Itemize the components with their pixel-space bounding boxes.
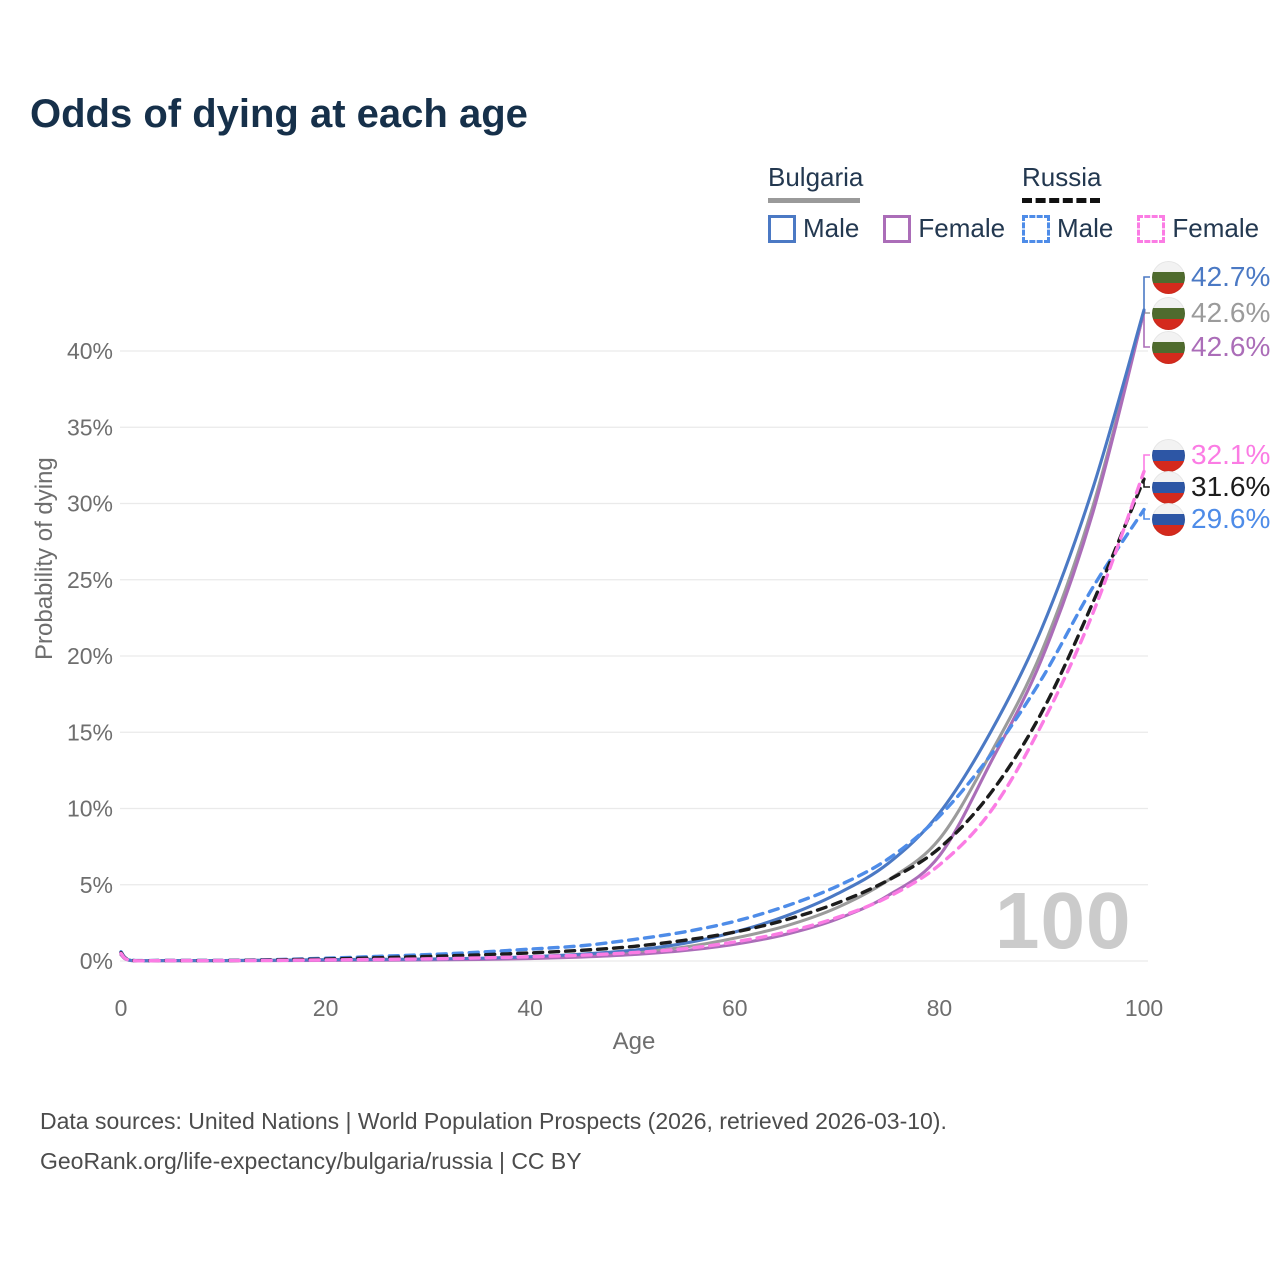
- end-label-bulgaria-male: 42.7%: [1152, 260, 1270, 294]
- legend-group-russia: Russia Male Female: [1022, 162, 1259, 244]
- value-label: 31.6%: [1191, 471, 1271, 502]
- legend-item-bulgaria-male[interactable]: Male: [768, 213, 859, 244]
- series-line-bulgaria-male: [119, 308, 1146, 963]
- value-label: 42.6%: [1191, 297, 1271, 328]
- legend-group-bulgaria: Bulgaria Male Female: [768, 162, 1005, 244]
- y-axis-title: Probability of dying: [31, 457, 58, 660]
- end-label-bulgaria-total: 42.6%: [1152, 296, 1270, 330]
- x-tick-label: 100: [1125, 995, 1163, 1021]
- bulgaria-flag-icon: [1152, 260, 1185, 294]
- russia-male-swatch-icon: [1022, 214, 1050, 243]
- legend-item-bulgaria-female[interactable]: Female: [883, 213, 1005, 244]
- attribution-note: GeoRank.org/life-expectancy/bulgaria/rus…: [40, 1148, 582, 1174]
- x-tick-label: 20: [313, 995, 339, 1021]
- y-tick-label: 10%: [67, 796, 113, 822]
- value-label: 42.7%: [1191, 261, 1271, 292]
- end-label-russia-male: 29.6%: [1152, 502, 1270, 536]
- x-tick-label: 60: [722, 995, 748, 1021]
- leader-line: [1143, 509, 1150, 520]
- age-counter-watermark: 100: [995, 876, 1132, 965]
- y-tick-label: 20%: [67, 643, 113, 669]
- leader-line: [1143, 276, 1150, 310]
- bulgaria-male-swatch-icon: [768, 214, 796, 243]
- bulgaria-solid-line-sample: [768, 198, 860, 203]
- legend-item-russia-female[interactable]: Female: [1137, 213, 1259, 244]
- series-line-bulgaria-female: [119, 309, 1146, 963]
- x-tick-label: 80: [927, 995, 953, 1021]
- legend-country-russia: Russia: [1022, 162, 1102, 192]
- end-label-russia-total: 31.6%: [1152, 470, 1270, 504]
- end-label-bulgaria-female: 42.6%: [1152, 330, 1270, 364]
- russia-dashed-line-sample: [1022, 198, 1100, 203]
- y-tick-label: 35%: [67, 414, 113, 440]
- y-tick-label: 40%: [67, 338, 113, 364]
- legend-label: Female: [918, 213, 1006, 243]
- legend-label: Male: [1057, 213, 1114, 243]
- y-tick-label: 15%: [67, 719, 113, 745]
- bulgaria-flag-icon: [1152, 330, 1185, 364]
- legend-country-bulgaria: Bulgaria: [768, 162, 864, 192]
- leader-line: [1143, 454, 1150, 472]
- legend-label: Male: [803, 213, 860, 243]
- value-label: 29.6%: [1191, 503, 1271, 534]
- value-label: 42.6%: [1191, 331, 1271, 362]
- x-tick-label: 0: [115, 995, 128, 1021]
- y-tick-label: 25%: [67, 567, 113, 593]
- leader-line: [1143, 479, 1150, 488]
- russia-female-swatch-icon: [1137, 214, 1166, 243]
- page-title: Odds of dying at each age: [30, 92, 528, 136]
- russia-flag-icon: [1152, 438, 1185, 472]
- end-label-russia-female: 32.1%: [1152, 438, 1270, 472]
- russia-flag-icon: [1152, 502, 1185, 536]
- y-tick-label: 30%: [67, 491, 113, 517]
- leader-line: [1143, 311, 1150, 348]
- legend-label: Female: [1172, 213, 1260, 243]
- data-source-note: Data sources: United Nations | World Pop…: [40, 1108, 947, 1134]
- x-axis-title: Age: [612, 1028, 656, 1055]
- y-tick-label: 0%: [80, 948, 113, 974]
- series-line-russia-both-sexes: [119, 477, 1146, 963]
- series-line-bulgaria-both-sexes: [119, 309, 1146, 963]
- x-tick-label: 40: [517, 995, 543, 1021]
- series-line-russia-female: [119, 469, 1146, 963]
- bulgaria-flag-icon: [1152, 296, 1185, 330]
- value-label: 32.1%: [1191, 439, 1271, 470]
- series-line-russia-male: [119, 507, 1146, 963]
- y-tick-label: 5%: [80, 872, 113, 898]
- legend-item-russia-male[interactable]: Male: [1022, 213, 1113, 244]
- bulgaria-female-swatch-icon: [883, 214, 912, 243]
- russia-flag-icon: [1152, 470, 1185, 504]
